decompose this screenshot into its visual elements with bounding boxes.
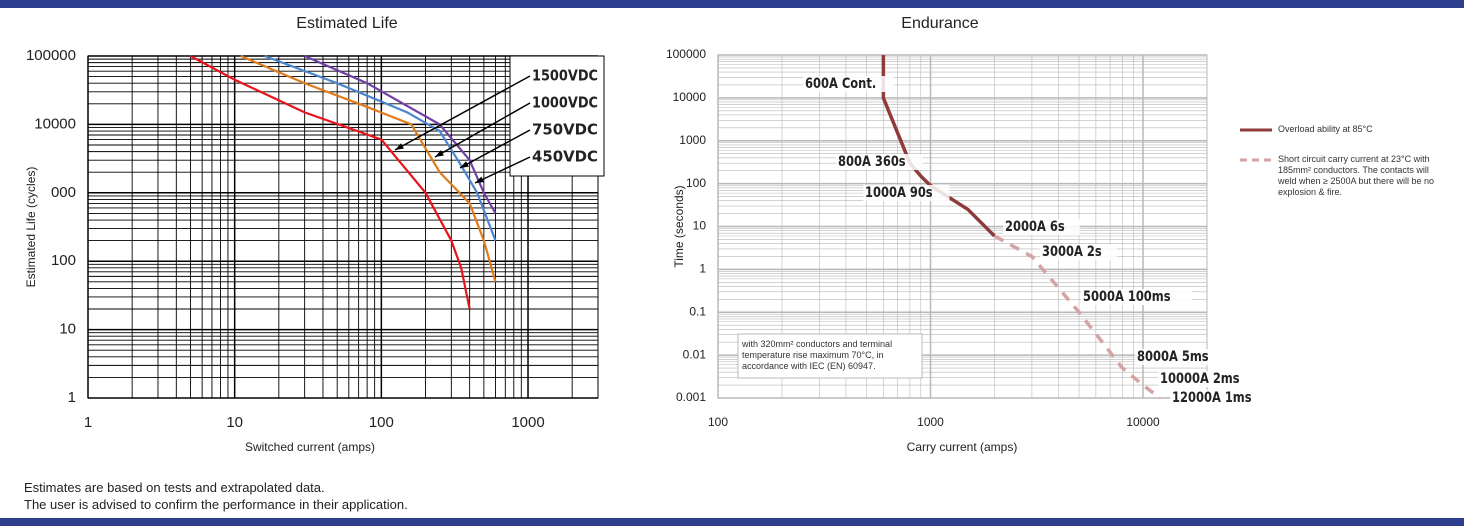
x-axis-label: Carry current (amps) bbox=[907, 440, 1018, 454]
series-line bbox=[189, 55, 471, 310]
y-tick-label: 100 bbox=[686, 176, 706, 190]
x-tick-label: 1 bbox=[84, 414, 92, 431]
y-tick-label: 1000 bbox=[679, 133, 706, 147]
x-tick-label: 100 bbox=[369, 414, 394, 431]
arrow bbox=[459, 129, 531, 169]
series-line bbox=[304, 54, 497, 214]
annotation: 3000A 2s bbox=[1042, 244, 1102, 260]
y-tick-label: 0.1 bbox=[689, 304, 706, 318]
series-line bbox=[993, 234, 1161, 400]
bottom-band bbox=[0, 518, 1464, 526]
footnote: The user is advised to confirm the perfo… bbox=[24, 497, 408, 512]
y-tick-label: 100 bbox=[51, 252, 76, 269]
annotation: 2000A 6s bbox=[1005, 219, 1065, 235]
y-tick-label: 100000 bbox=[666, 47, 706, 61]
arrow bbox=[394, 75, 531, 151]
annotation: 600A Cont. bbox=[805, 76, 876, 92]
x-tick-label: 10 bbox=[226, 414, 243, 431]
x-tick-label: 100 bbox=[708, 415, 728, 429]
x-tick-label: 1000 bbox=[917, 415, 944, 429]
y-tick-label: 10000 bbox=[673, 90, 707, 104]
legend-label: 750VDC bbox=[532, 121, 598, 139]
annotation-bg bbox=[1040, 244, 1117, 260]
legend-label: Short circuit carry current at 23°C with… bbox=[1278, 154, 1435, 197]
legend-box bbox=[509, 55, 605, 177]
legend-label: 1500VDC bbox=[532, 67, 598, 85]
y-tick-label: 10000 bbox=[34, 115, 76, 132]
annotation-bg bbox=[1003, 219, 1080, 235]
annotation: 800A 360s bbox=[838, 154, 906, 170]
footnote: Estimates are based on tests and extrapo… bbox=[24, 480, 325, 495]
series-line bbox=[881, 55, 996, 238]
y-tick-label: 10 bbox=[59, 321, 76, 338]
y-tick-label: 1 bbox=[699, 262, 706, 276]
annotation-bg bbox=[1135, 349, 1227, 365]
arrow-head bbox=[435, 150, 444, 157]
note: with 320mm² conductors and terminal temp… bbox=[742, 339, 920, 372]
y-tick-label: 000 bbox=[51, 184, 76, 201]
y-tick-label: 10 bbox=[693, 219, 707, 233]
annotation: 12000A 1ms bbox=[1172, 390, 1252, 406]
arrow-head bbox=[460, 161, 469, 168]
y-axis-label: Time (seconds) bbox=[672, 185, 686, 267]
annotation-bg bbox=[803, 76, 894, 92]
arrow-head bbox=[475, 176, 484, 183]
annotation: 8000A 5ms bbox=[1137, 349, 1209, 365]
y-tick-label: 0.01 bbox=[683, 347, 707, 361]
annotation-bg bbox=[863, 185, 950, 201]
legend-label: Overload ability at 85°C bbox=[1278, 124, 1373, 134]
chart-title: Endurance bbox=[901, 15, 978, 32]
y-tick-label: 100000 bbox=[26, 47, 76, 64]
annotation: 1000A 90s bbox=[865, 185, 933, 201]
chart-title: Estimated Life bbox=[296, 15, 397, 32]
y-axis-label: Estimated Life (cycles) bbox=[24, 167, 38, 288]
x-axis-label: Switched current (amps) bbox=[245, 440, 375, 454]
x-tick-label: 1000 bbox=[511, 414, 544, 431]
arrow-head bbox=[395, 143, 404, 150]
y-tick-label: 0.001 bbox=[676, 390, 706, 404]
arrow bbox=[474, 156, 531, 184]
annotation-bg bbox=[1158, 371, 1260, 387]
legend-label: 450VDC bbox=[532, 148, 598, 166]
legend-label: 1000VDC bbox=[532, 94, 598, 112]
top-band bbox=[0, 0, 1464, 8]
annotation-bg bbox=[1170, 390, 1272, 406]
annotation: 5000A 100ms bbox=[1083, 289, 1171, 305]
series-line bbox=[264, 54, 497, 242]
y-tick-label: 1 bbox=[68, 389, 76, 406]
series-line bbox=[240, 54, 497, 283]
x-tick-label: 10000 bbox=[1126, 415, 1160, 429]
annotation-bg bbox=[1081, 289, 1192, 305]
annotation: 10000A 2ms bbox=[1160, 371, 1240, 387]
annotation-bg bbox=[836, 154, 923, 170]
arrow bbox=[434, 102, 531, 158]
